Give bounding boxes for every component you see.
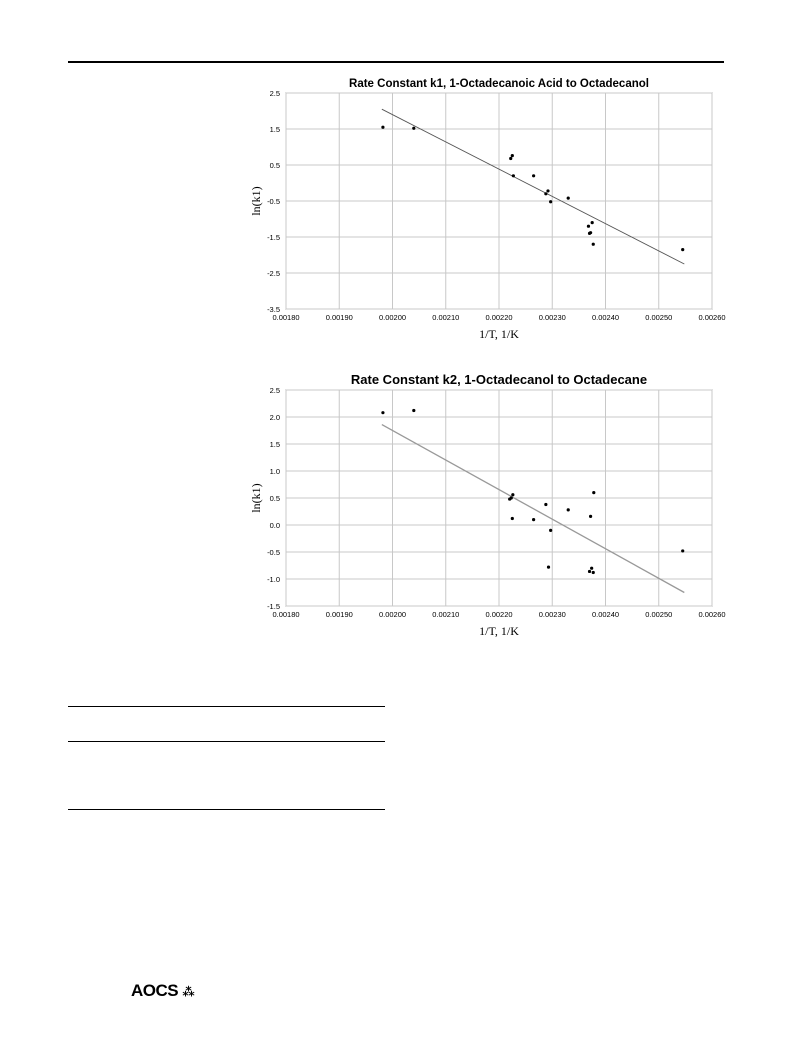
logo-text: AOCS	[131, 981, 179, 1000]
chart-title: Rate Constant k1, 1-Octadecanoic Acid to…	[349, 78, 649, 90]
y-tick-label: 0.0	[270, 521, 280, 530]
x-tick-label: 0.00200	[379, 610, 406, 619]
data-point	[586, 224, 591, 228]
data-point	[566, 196, 570, 200]
data-point	[549, 200, 553, 204]
x-tick-label: 0.00230	[539, 313, 566, 322]
x-axis-label: 1/T, 1/K	[479, 624, 519, 638]
y-tick-label: 0.5	[270, 161, 280, 170]
x-tick-label: 0.00190	[326, 313, 353, 322]
data-point	[566, 508, 570, 512]
x-tick-label: 0.00190	[326, 610, 353, 619]
y-tick-label: -3.5	[267, 305, 280, 314]
data-point	[591, 570, 595, 575]
chart-title: Rate Constant k2, 1-Octadecanol to Octad…	[351, 372, 647, 387]
data-point	[592, 491, 596, 495]
data-point	[546, 189, 550, 193]
x-tick-label: 0.00210	[432, 610, 459, 619]
x-tick-label: 0.00220	[485, 313, 512, 322]
data-point	[590, 221, 594, 225]
chart-k2: Rate Constant k2, 1-Octadecanol to Octad…	[249, 372, 726, 638]
data-point	[591, 242, 595, 246]
data-point	[509, 156, 513, 161]
data-point	[532, 518, 536, 522]
data-point	[509, 496, 513, 500]
x-tick-label: 0.00250	[645, 610, 672, 619]
y-tick-label: 1.5	[270, 125, 280, 134]
data-point	[587, 569, 592, 574]
x-tick-label: 0.00250	[645, 313, 672, 322]
y-tick-label: 2.5	[270, 89, 280, 98]
y-tick-label: -1.0	[267, 575, 280, 584]
y-tick-label: 1.5	[270, 440, 280, 449]
y-tick-label: -2.5	[267, 269, 280, 278]
y-axis-label: ln(k1)	[249, 483, 263, 512]
data-point	[412, 408, 416, 413]
y-axis-label: ln(k1)	[249, 186, 263, 215]
x-axis-label: 1/T, 1/K	[479, 327, 519, 341]
header-rule	[68, 61, 724, 63]
data-point	[412, 126, 416, 130]
table-rule-top	[68, 706, 385, 707]
data-point	[544, 502, 548, 507]
x-tick-label: 0.00230	[539, 610, 566, 619]
x-tick-label: 0.00260	[698, 610, 725, 619]
y-tick-label: 2.5	[270, 386, 280, 395]
data-point	[681, 248, 685, 252]
x-tick-label: 0.00260	[698, 313, 725, 322]
y-tick-label: 1.0	[270, 467, 280, 476]
data-point	[588, 514, 593, 518]
data-point	[510, 154, 514, 158]
data-point	[546, 565, 551, 569]
data-point	[511, 174, 515, 178]
aocs-logo: AOCS ⁂	[131, 981, 195, 1001]
y-tick-label: 2.0	[270, 413, 280, 422]
data-point	[549, 528, 553, 532]
data-point	[681, 549, 685, 553]
data-point	[532, 174, 536, 178]
data-point	[511, 493, 515, 497]
table-rule-middle	[68, 741, 385, 742]
y-tick-label: -0.5	[267, 548, 280, 557]
x-tick-label: 0.00240	[592, 313, 619, 322]
logo-mark: ⁂	[182, 985, 195, 999]
y-tick-label: 0.5	[270, 494, 280, 503]
x-tick-label: 0.00240	[592, 610, 619, 619]
x-tick-label: 0.00220	[485, 610, 512, 619]
trendline	[381, 423, 685, 594]
data-point	[590, 566, 594, 570]
data-point	[381, 411, 385, 415]
x-tick-label: 0.00180	[272, 610, 299, 619]
x-tick-label: 0.00210	[432, 313, 459, 322]
data-point	[381, 125, 385, 129]
x-tick-label: 0.00200	[379, 313, 406, 322]
y-tick-label: -0.5	[267, 197, 280, 206]
data-point	[588, 231, 593, 235]
y-tick-label: -1.5	[267, 602, 280, 611]
x-tick-label: 0.00180	[272, 313, 299, 322]
trendline	[381, 108, 685, 265]
chart-k1: Rate Constant k1, 1-Octadecanoic Acid to…	[249, 78, 726, 341]
data-point	[544, 192, 548, 196]
y-tick-label: -1.5	[267, 233, 280, 242]
table-rule-bottom	[68, 809, 385, 810]
data-point	[510, 516, 514, 521]
